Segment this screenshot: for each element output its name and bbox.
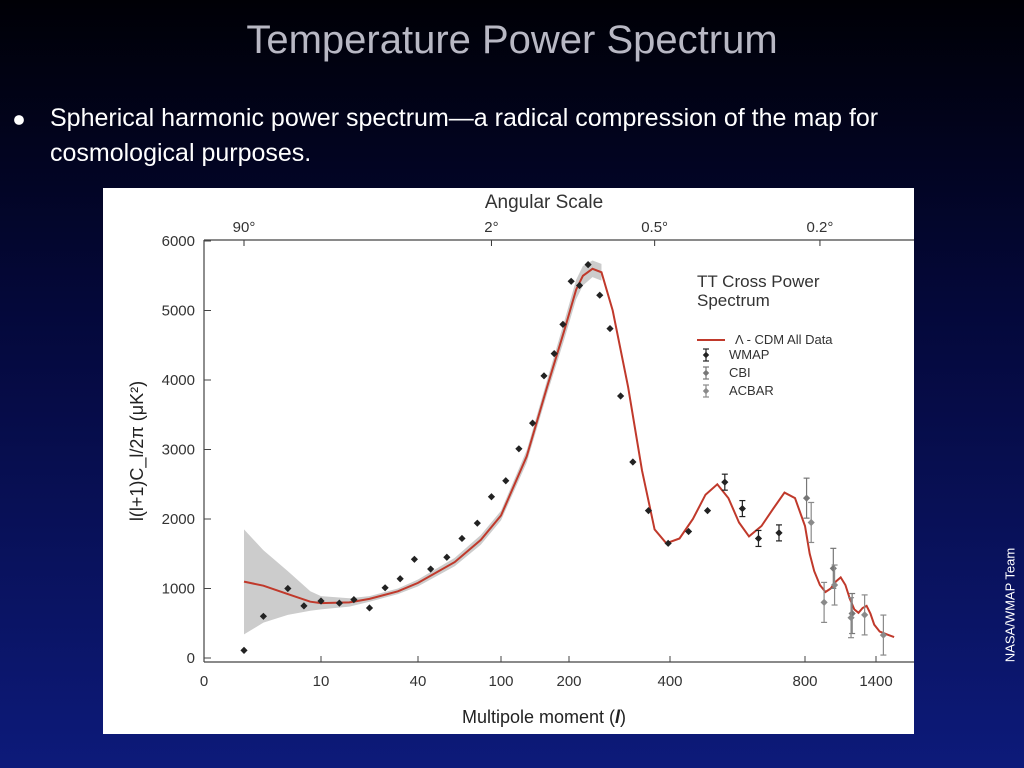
wmap-data-point	[684, 527, 693, 536]
acbar-data-point	[861, 611, 869, 619]
legend-acbar-marker	[702, 387, 710, 395]
x-tick-label: 800	[792, 673, 817, 690]
x-tick-label: 40	[410, 673, 427, 690]
cbi-data-point	[829, 564, 837, 572]
x-tick-label: 0	[200, 673, 208, 690]
legend-wmap-label: WMAP	[729, 347, 769, 362]
y-tick-label: 0	[187, 650, 195, 667]
wmap-data-point	[775, 529, 783, 537]
wmap-data-point	[617, 392, 625, 400]
wmap-data-point	[350, 596, 358, 604]
wmap-data-point	[575, 281, 584, 290]
y-tick-label: 1000	[162, 581, 195, 598]
wmap-data-point	[396, 575, 404, 583]
x-tick-label: 400	[657, 673, 682, 690]
wmap-data-point	[473, 519, 481, 527]
power-spectrum-figure: Angular Scale 90° 2° 0.5° 0.2° 0 1000 2000 3000 4…	[103, 188, 914, 734]
x-tick-label: 1400	[859, 673, 892, 690]
wmap-data-point	[365, 604, 374, 612]
credit-text: NASA/WMAP Team	[1002, 547, 1018, 663]
wmap-data-point	[335, 599, 343, 607]
wmap-data-point	[629, 458, 637, 466]
x-axis-label: Multipole moment (l)	[462, 707, 626, 727]
top-axis-title: Angular Scale	[485, 192, 603, 213]
bullet-dot-icon	[14, 115, 24, 125]
wmap-data-point	[528, 419, 537, 427]
y-tick-label: 2000	[162, 511, 195, 528]
top-tick-label: 0.5°	[641, 219, 668, 236]
wmap-data-point	[754, 534, 763, 543]
x-axis-label-prefix: Multipole moment (	[462, 707, 615, 727]
slide-title: Temperature Power Spectrum	[246, 18, 778, 62]
wmap-data-point	[584, 261, 592, 269]
acbar-data-point	[879, 631, 887, 639]
wmap-data-point	[487, 493, 496, 501]
wmap-data-point	[664, 539, 672, 547]
wmap-data-point	[567, 277, 575, 285]
legend-title: TT Cross Power	[697, 272, 820, 291]
y-tick-label: 5000	[162, 303, 195, 320]
acbar-data-point	[820, 598, 828, 606]
wmap-data-point	[596, 291, 604, 299]
legend-title-line2: Spectrum	[697, 291, 770, 310]
x-axis-label-suffix: )	[620, 707, 626, 727]
bullet-item: Spherical harmonic power spectrum—a radi…	[12, 101, 1002, 171]
wmap-data-point	[644, 507, 653, 515]
cosmic-variance-band	[244, 260, 602, 635]
legend-cbi-label: CBI	[729, 365, 751, 380]
wmap-data-point	[502, 477, 510, 485]
x-tick-label: 100	[488, 673, 513, 690]
legend-acbar-label: ACBAR	[729, 383, 774, 398]
x-axis-label-symbol: l	[615, 707, 621, 727]
wmap-data-point	[738, 504, 746, 513]
wmap-data-point	[410, 555, 419, 563]
x-tick-label: 200	[556, 673, 581, 690]
wmap-data-point	[427, 565, 435, 573]
y-tick-label: 6000	[162, 233, 195, 250]
y-axis-label: l(l+1)C_l/2π (μK²)	[127, 381, 148, 521]
y-tick-label: 4000	[162, 372, 195, 389]
top-tick-label: 90°	[233, 219, 256, 236]
wmap-data-point	[515, 445, 523, 453]
wmap-data-point	[721, 478, 729, 486]
wmap-data-point	[317, 597, 325, 605]
wmap-data-point	[606, 324, 614, 333]
wmap-data-point	[458, 534, 466, 543]
top-tick-label: 0.2°	[807, 219, 834, 236]
top-tick-label: 2°	[484, 219, 498, 236]
wmap-data-point	[443, 553, 451, 561]
wmap-data-point	[703, 507, 712, 515]
acbar-data-point	[830, 581, 839, 589]
legend-model-label: Λ - CDM All Data	[735, 332, 833, 347]
acbar-data-point	[807, 518, 815, 527]
acbar-data-point	[847, 614, 855, 622]
wmap-data-point	[540, 372, 548, 380]
bullet-text: Spherical harmonic power spectrum—a radi…	[50, 104, 879, 167]
wmap-data-point	[300, 602, 308, 610]
cbi-data-point	[802, 494, 811, 502]
wmap-data-point	[381, 584, 389, 592]
legend-cbi-marker	[702, 369, 710, 377]
y-tick-label: 3000	[162, 442, 195, 459]
wmap-data-point	[240, 646, 248, 654]
legend-wmap-marker	[702, 351, 710, 359]
cbi-data-point	[848, 609, 856, 618]
lcdm-model-curve	[243, 267, 895, 639]
x-tick-label: 10	[313, 673, 330, 690]
